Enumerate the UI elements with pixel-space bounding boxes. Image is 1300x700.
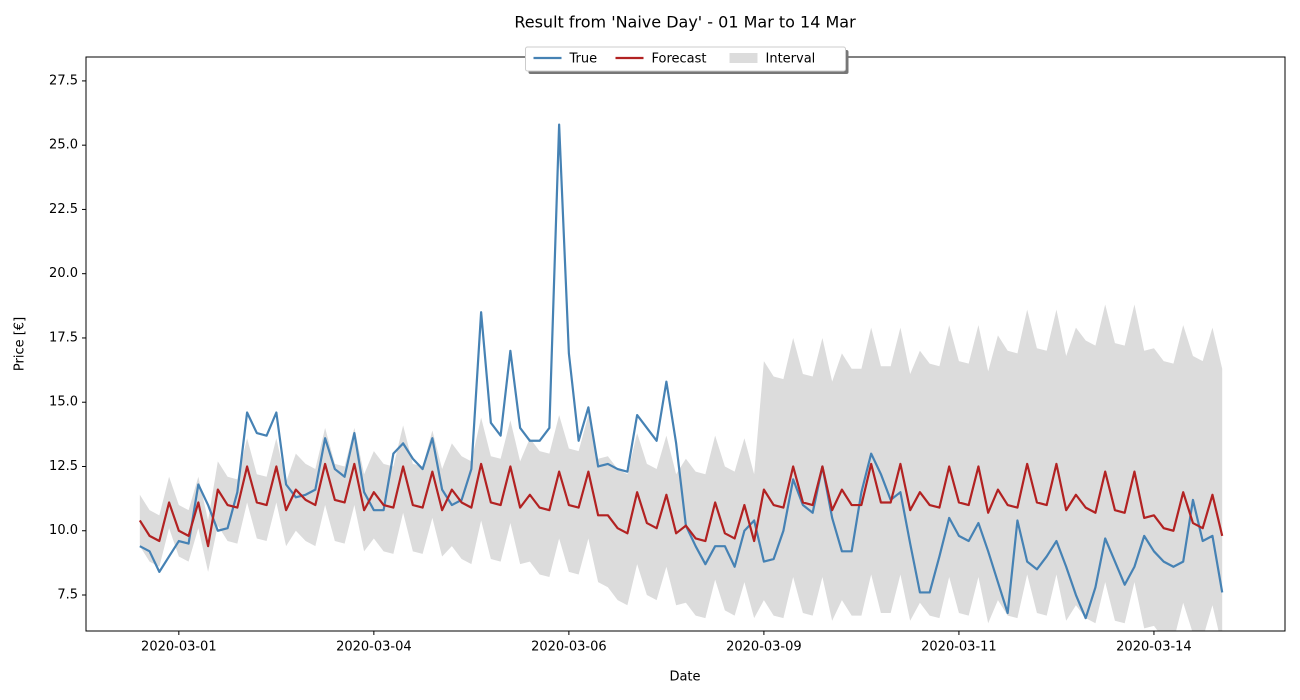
series-line [139,123,1224,620]
series-line [138,462,1224,548]
chart-title: Result from 'Naive Day' - 01 Mar to 14 M… [514,13,856,32]
x-tick-label: 2020-03-06 [531,640,607,655]
y-tick-label: 7.5 [57,588,78,603]
x-axis-label: Date [669,670,700,685]
legend-label: Forecast [652,52,707,67]
y-tick-label: 25.0 [49,138,78,153]
y-tick-label: 22.5 [49,202,78,217]
x-tick-label: 2020-03-01 [141,640,217,655]
y-tick-label: 27.5 [49,73,78,88]
x-tick-label: 2020-03-11 [921,640,997,655]
legend: True Forecast Interval [525,46,849,74]
y-tick-label: 17.5 [49,330,78,345]
x-tick-label: 2020-03-14 [1116,640,1192,655]
x-tick-label: 2020-03-09 [726,640,802,655]
legend-label: Interval [766,52,816,67]
legend-box [525,46,846,72]
y-tick-label: 20.0 [49,266,78,281]
legend-swatch [729,53,758,63]
plot-area [138,123,1224,631]
y-tick-label: 10.0 [49,523,78,538]
interval-band [139,304,1223,631]
x-tick-label: 2020-03-04 [336,640,412,655]
legend-label: True [569,52,598,67]
y-tick-label: 15.0 [49,395,78,410]
y-axis-label: Price [€] [13,317,28,371]
y-tick-label: 12.5 [49,459,78,474]
